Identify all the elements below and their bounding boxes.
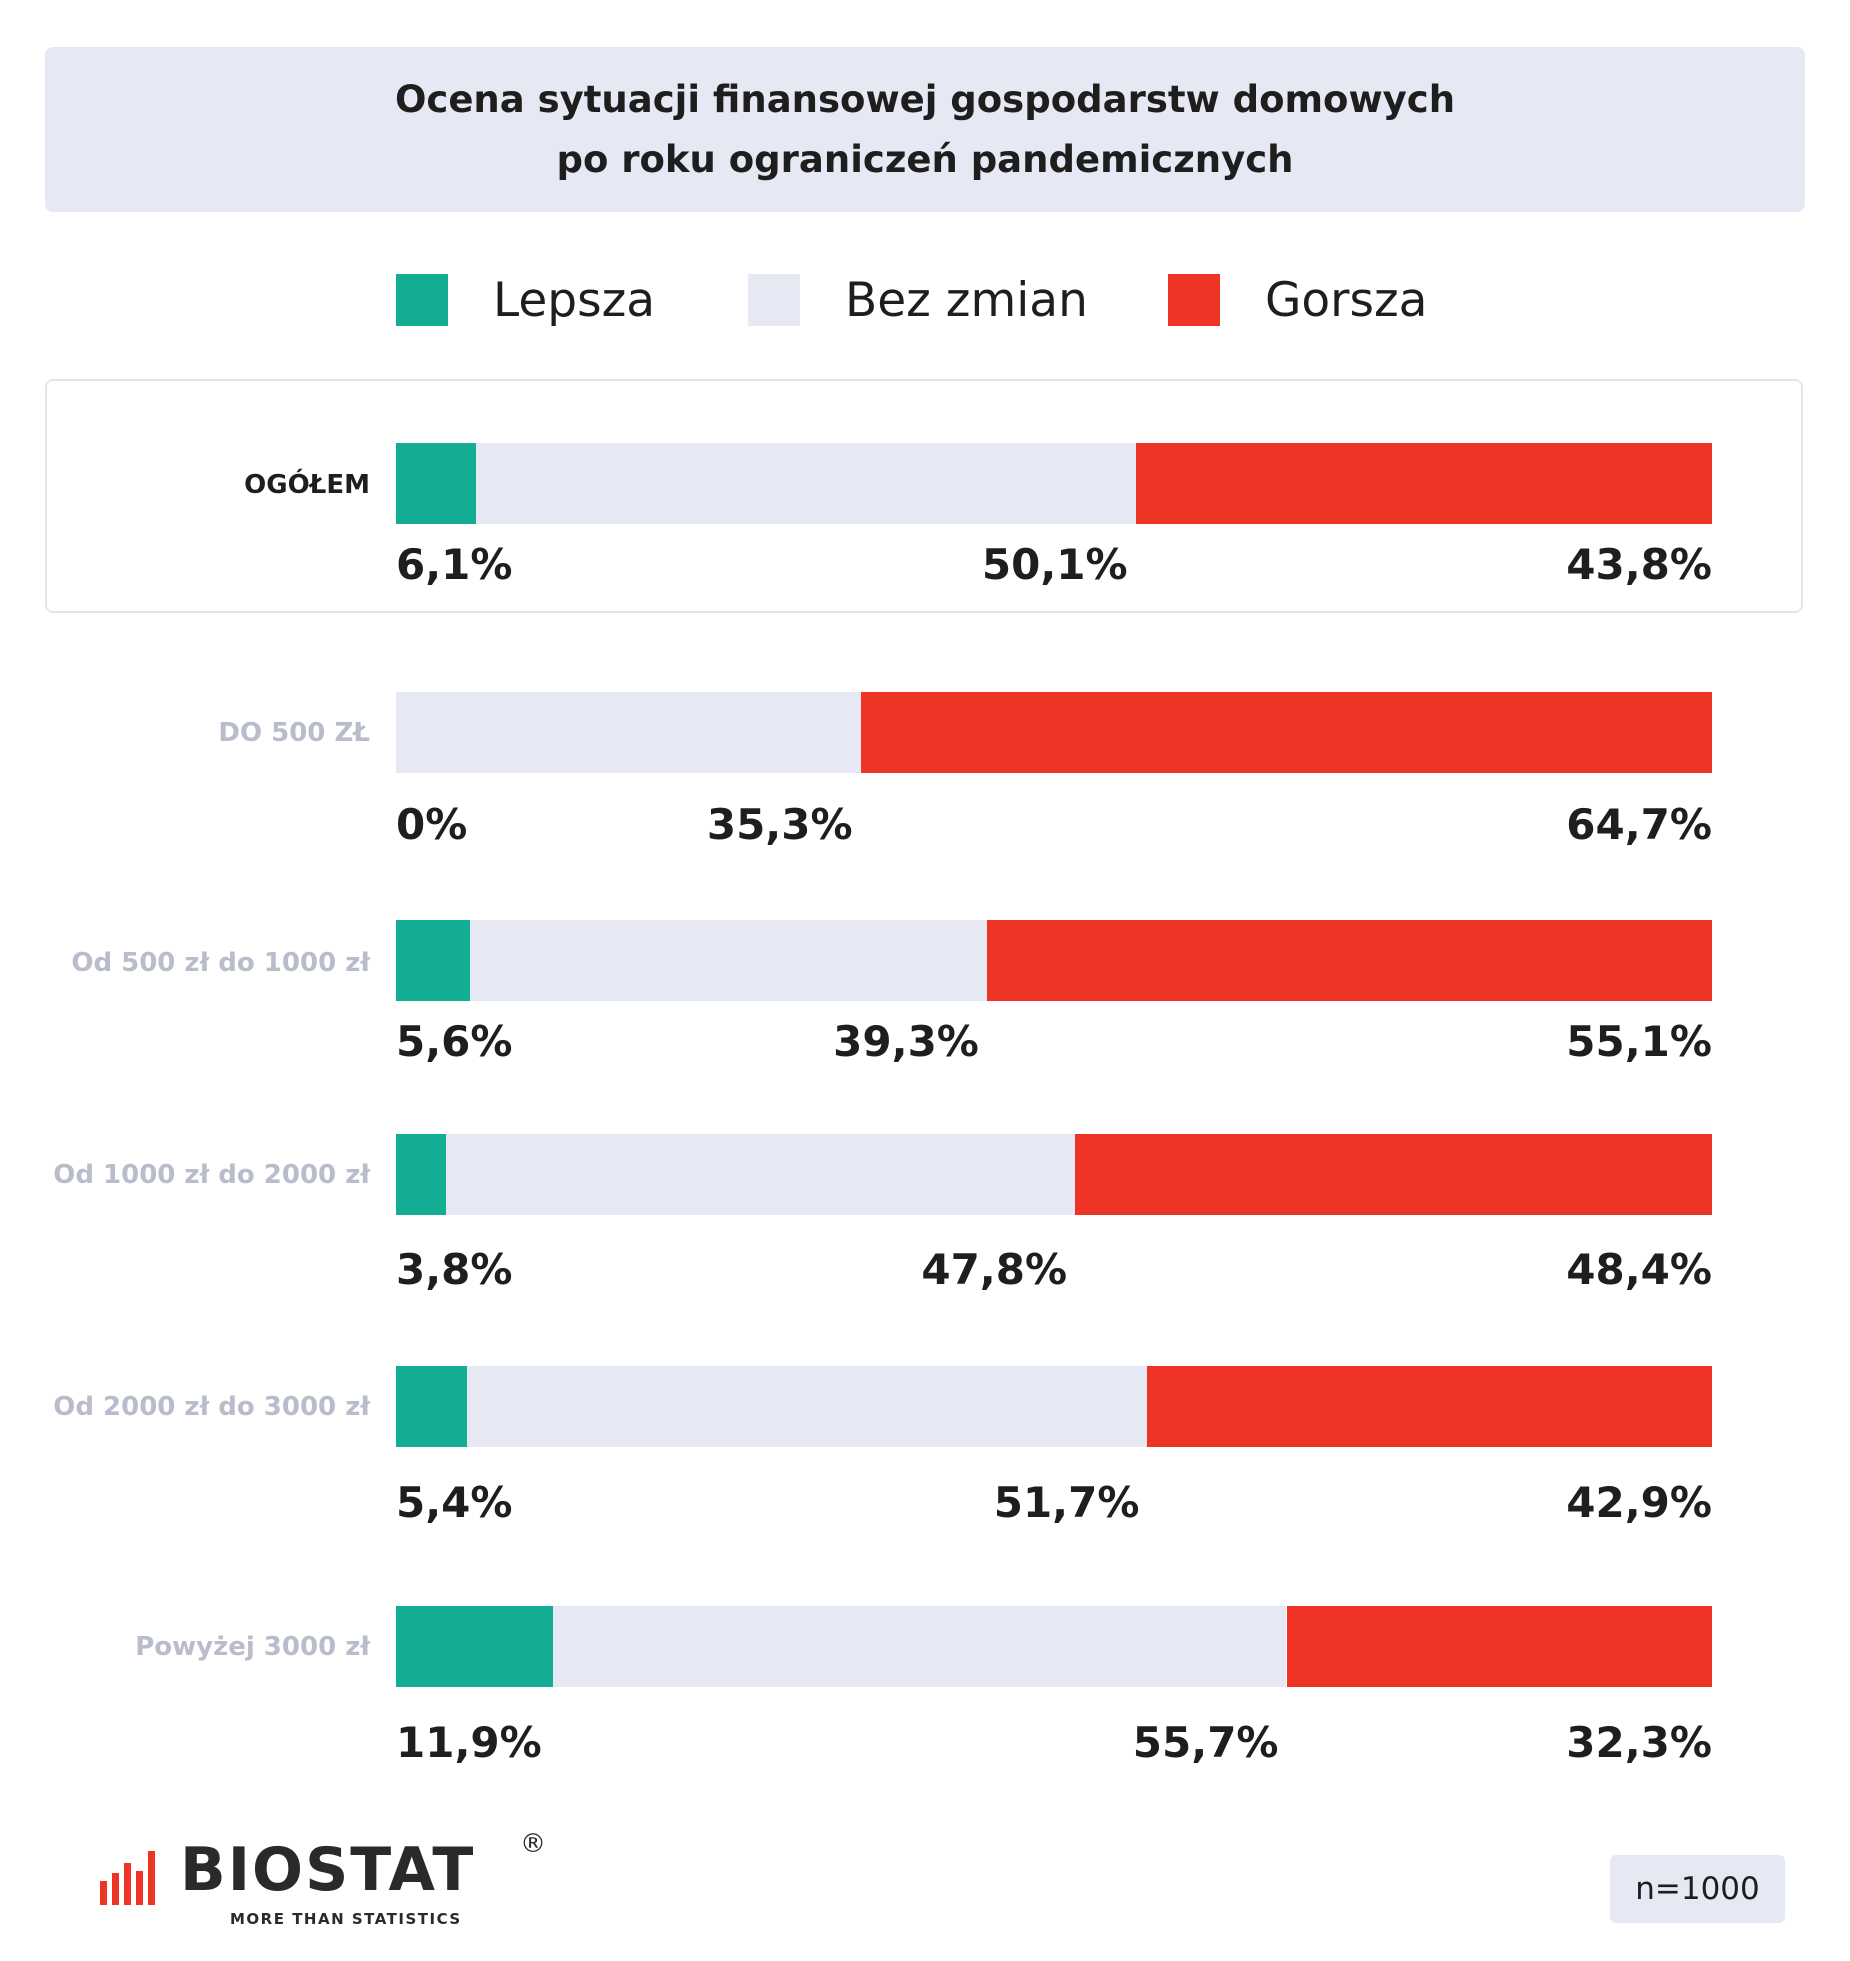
- chart-title-line-2: po roku ograniczeń pandemicznych: [556, 137, 1294, 181]
- legend-item-gorsza: Gorsza: [1168, 272, 1428, 328]
- bar-segment-lepsza: [396, 1606, 553, 1687]
- value-label-bez-zmian: 51,7%: [993, 1478, 1140, 1527]
- bar-segment-lepsza: [396, 1366, 468, 1447]
- stacked-bar: [396, 1366, 1712, 1447]
- bar-segment-bez-zmian: [467, 1366, 1148, 1447]
- legend-item-lepsza: Lepsza: [396, 272, 656, 328]
- bar-segment-bez-zmian: [396, 692, 861, 773]
- value-label-gorsza: 43,8%: [1566, 540, 1712, 589]
- value-label-bez-zmian: 50,1%: [981, 540, 1128, 589]
- chart-legend: Lepsza Bez zmian Gorsza: [0, 272, 1850, 328]
- value-label-bez-zmian: 47,8%: [921, 1245, 1068, 1294]
- bar-segment-gorsza: [860, 692, 1712, 773]
- value-label-bez-zmian: 55,7%: [1132, 1718, 1279, 1767]
- bar-segment-bez-zmian: [469, 920, 987, 1001]
- bar-segment-lepsza: [396, 1134, 446, 1215]
- value-label-gorsza: 42,9%: [1566, 1478, 1712, 1527]
- bar-segment-gorsza: [1135, 443, 1712, 524]
- stacked-bar: [396, 692, 1712, 773]
- value-label-lepsza: 11,9%: [396, 1718, 542, 1767]
- row-label: Od 500 zł do 1000 zł: [71, 948, 370, 978]
- row-label: DO 500 ZŁ: [218, 718, 370, 748]
- overall-highlight-box: [45, 379, 1803, 613]
- logo-tagline: MORE THAN STATISTICS: [230, 1910, 462, 1928]
- logo-wordmark: BIOSTAT: [180, 1835, 476, 1905]
- value-label-gorsza: 64,7%: [1566, 800, 1712, 849]
- value-label-lepsza: 0%: [396, 800, 468, 849]
- value-label-lepsza: 5,6%: [396, 1017, 513, 1066]
- row-label: Od 2000 zł do 3000 zł: [53, 1392, 370, 1422]
- value-label-lepsza: 5,4%: [396, 1478, 513, 1527]
- legend-swatch-gorsza: [1168, 274, 1220, 326]
- value-label-bez-zmian: 39,3%: [833, 1017, 979, 1066]
- bar-segment-gorsza: [1075, 1134, 1712, 1215]
- legend-swatch-bez-zmian: [748, 274, 800, 326]
- bar-segment-bez-zmian: [446, 1134, 1076, 1215]
- chart-title-box: Ocena sytuacji finansowej gospodarstw do…: [45, 47, 1805, 212]
- sample-size-badge: n=1000: [1610, 1855, 1785, 1923]
- bar-segment-lepsza: [396, 920, 470, 1001]
- stacked-bar: [396, 1606, 1712, 1687]
- row-label: Od 1000 zł do 2000 zł: [53, 1160, 370, 1190]
- biostat-logo: BIOSTAT ® MORE THAN STATISTICS: [100, 1829, 560, 1928]
- row-label: Powyżej 3000 zł: [135, 1632, 370, 1662]
- value-label-gorsza: 32,3%: [1566, 1718, 1712, 1767]
- value-label-gorsza: 55,1%: [1566, 1017, 1712, 1066]
- value-label-lepsza: 3,8%: [396, 1245, 513, 1294]
- legend-label-bez-zmian: Bez zmian: [845, 272, 1088, 328]
- stacked-bar: [396, 1134, 1712, 1215]
- stacked-bar: [396, 443, 1712, 524]
- value-label-bez-zmian: 35,3%: [706, 800, 853, 849]
- row-label: OGÓŁEM: [244, 470, 370, 500]
- value-label-lepsza: 6,1%: [396, 540, 513, 589]
- bar-segment-bez-zmian: [476, 443, 1136, 524]
- bar-segment-gorsza: [1286, 1606, 1712, 1687]
- legend-label-lepsza: Lepsza: [493, 272, 656, 328]
- bar-segment-bez-zmian: [552, 1606, 1287, 1687]
- stacked-bar: [396, 920, 1712, 1001]
- legend-item-bez-zmian: Bez zmian: [748, 272, 1088, 328]
- chart-title-line-1: Ocena sytuacji finansowej gospodarstw do…: [394, 77, 1456, 121]
- legend-label-gorsza: Gorsza: [1265, 272, 1428, 328]
- legend-swatch-lepsza: [396, 274, 448, 326]
- bar-segment-gorsza: [1147, 1366, 1712, 1447]
- registered-mark: ®: [520, 1829, 546, 1859]
- bar-segment-lepsza: [396, 443, 477, 524]
- bar-segment-gorsza: [986, 920, 1712, 1001]
- value-label-gorsza: 48,4%: [1566, 1245, 1712, 1294]
- bar-chart-logo-icon: [100, 1851, 155, 1905]
